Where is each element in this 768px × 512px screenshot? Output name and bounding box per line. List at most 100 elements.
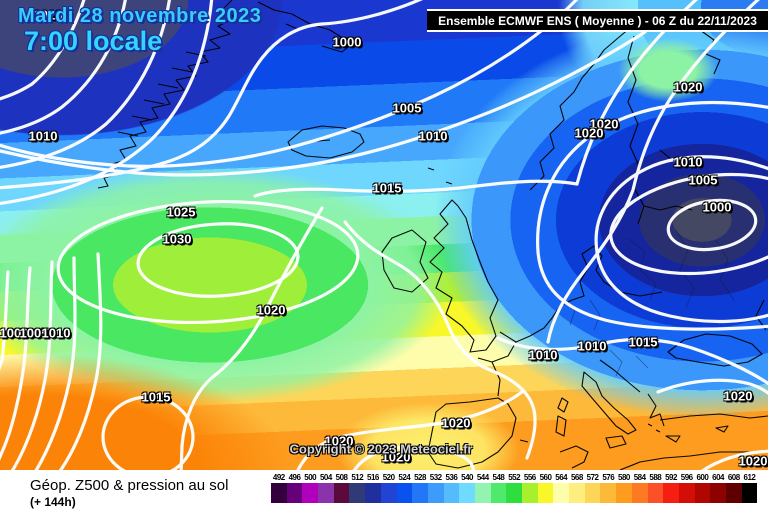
- legend-swatch: [506, 483, 522, 503]
- ireland-coast: [381, 229, 429, 293]
- legend-value: 520: [382, 473, 395, 482]
- isobar-1020-blacksea: [656, 378, 768, 395]
- isobar-1015-azores: [101, 395, 195, 470]
- black-sea-coast: [667, 333, 763, 367]
- country-borders: [559, 229, 735, 377]
- greenland-fjords: [117, 51, 207, 137]
- legend-swatch: [318, 483, 334, 503]
- legend-value: 592: [665, 473, 677, 482]
- legend-value: 524: [398, 473, 411, 482]
- legend-swatch: [741, 483, 758, 503]
- greenland-coast: [97, 0, 237, 189]
- legend-value: 576: [602, 473, 615, 482]
- isobar-1020-scandinavia-b: [546, 0, 760, 344]
- date-box: Mardi 28 novembre 2023 7:00 locale: [18, 5, 262, 56]
- geopotential-color-field: [0, 0, 768, 470]
- date-line: Mardi 28 novembre 2023: [18, 5, 262, 27]
- map-parameter-title: Géop. Z500 & pression au sol: [30, 477, 229, 494]
- legend-swatch: [600, 483, 617, 503]
- legend-swatch: [569, 483, 585, 503]
- legend-value: 588: [649, 473, 662, 482]
- isobar-1020-ireland: [343, 220, 537, 460]
- legend-value: 560: [539, 473, 552, 482]
- forecast-lead-time: (+ 144h): [30, 495, 76, 509]
- model-run-label: Ensemble ECMWF ENS ( Moyenne ) - 06 Z du…: [438, 13, 757, 28]
- legend-value: 492: [272, 473, 285, 482]
- footer-bar: Géop. Z500 & pression au sol (+ 144h) 49…: [0, 470, 768, 512]
- isobar-1020-spain: [352, 445, 476, 470]
- legend-value: 540: [461, 473, 474, 482]
- legend-swatch: [631, 483, 648, 503]
- isobar-1015-atlantic: [253, 179, 579, 198]
- legend-swatches-row: [271, 483, 758, 503]
- isobar-1030-high: [136, 222, 300, 298]
- coastlines: [97, 0, 768, 470]
- legend-swatch: [647, 483, 664, 503]
- legend-swatch: [459, 483, 475, 503]
- legend-swatch: [694, 483, 711, 503]
- greece-coast: [647, 393, 681, 443]
- france-coast: [477, 331, 517, 397]
- legend-swatch: [349, 483, 366, 503]
- legend-value: 580: [618, 473, 630, 482]
- legend-swatch: [710, 483, 726, 503]
- legend-value: 512: [351, 473, 364, 482]
- legend-value: 516: [367, 473, 379, 482]
- legend-swatch: [443, 483, 460, 503]
- legend-swatch: [286, 483, 303, 503]
- turkey-coast: [659, 413, 768, 433]
- legend-values-row: 492 496 500 504 508 512 516 520 524 528 532 536 540 5…: [271, 473, 758, 482]
- legend-swatch: [302, 483, 319, 503]
- copyright-text: Copyright © 2023 Meteociel.fr: [289, 441, 473, 457]
- isobar-1010-atlantic: [0, 30, 647, 177]
- legend-value: 548: [492, 473, 505, 482]
- color-scale-legend: 492 496 500 504 508 512 516 520 524 528 532 536 540 5…: [271, 473, 758, 503]
- isobar-1000-atlantic: [0, 0, 423, 190]
- legend-value: 504: [319, 473, 332, 482]
- legend-value: 532: [429, 473, 442, 482]
- legend-swatch: [663, 483, 679, 503]
- isobar-1015-low: [536, 100, 768, 331]
- adriatic-balkan-coast: [599, 359, 641, 393]
- legend-value: 612: [743, 473, 756, 482]
- legend-swatch: [616, 483, 632, 503]
- legend-swatch: [412, 483, 428, 503]
- legend-value: 544: [476, 473, 489, 482]
- iberia-coast: [427, 397, 529, 469]
- legend-swatch: [427, 483, 444, 503]
- legend-swatch: [380, 483, 397, 503]
- time-line: 7:00 locale: [24, 26, 163, 56]
- legend-value: 604: [712, 473, 725, 482]
- legend-swatch: [522, 483, 538, 503]
- isobar-1010-low: [594, 155, 768, 324]
- isobar-1000-low: [666, 198, 758, 252]
- isobar-1005-low: [609, 172, 768, 276]
- legend-value: 568: [570, 473, 583, 482]
- legend-value: 600: [696, 473, 709, 482]
- legend-value: 536: [445, 473, 458, 482]
- legend-swatch: [725, 483, 742, 503]
- legend-swatch: [490, 483, 507, 503]
- italy-coast: [555, 371, 637, 449]
- legend-swatch: [365, 483, 381, 503]
- map-canvas: [0, 0, 768, 470]
- legend-value: 528: [414, 473, 426, 482]
- legend-swatch: [333, 483, 350, 503]
- isobar-1020-southwest: [179, 206, 324, 470]
- isobar-1020-biscay: [296, 390, 524, 470]
- legend-value: 584: [633, 473, 646, 482]
- legend-swatch: [396, 483, 413, 503]
- weather-map: 1010 1000 1005 1010 1015 1025 1030 1020 1010 1000…: [0, 0, 768, 470]
- legend-swatch: [474, 483, 491, 503]
- legend-swatch: [271, 483, 287, 503]
- legend-swatch: [553, 483, 570, 503]
- legend-value: 500: [304, 473, 317, 482]
- isobar-1020-levant: [701, 449, 768, 470]
- isobar-1010-balkans: [496, 336, 768, 386]
- britain-coast: [429, 199, 499, 353]
- legend-swatch: [584, 483, 601, 503]
- legend-value: 608: [727, 473, 740, 482]
- legend-value: 572: [586, 473, 599, 482]
- legend-swatch: [678, 483, 695, 503]
